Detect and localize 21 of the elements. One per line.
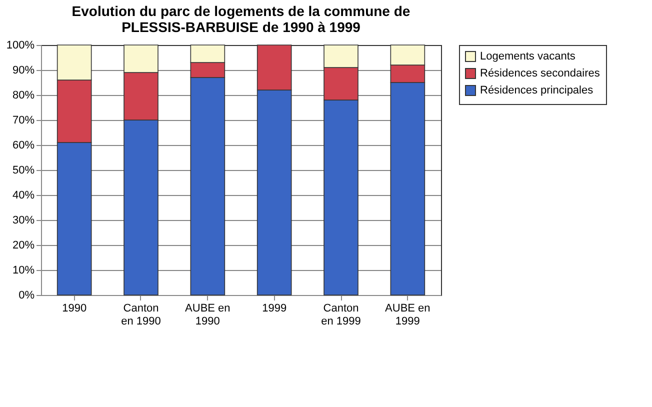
x-tick-label: 1990 bbox=[62, 302, 87, 314]
chart-title: Evolution du parc de logements de la commune de PLESSIS-BARBUISE de 1990 à 1999 bbox=[72, 3, 410, 35]
x-tick-label: AUBE en 1990 bbox=[185, 302, 230, 328]
x-tick-label: AUBE en 1999 bbox=[385, 302, 430, 328]
y-tick-label: 70% bbox=[12, 114, 35, 126]
y-tick-label: 40% bbox=[12, 190, 35, 202]
y-tick-label: 100% bbox=[6, 40, 35, 52]
x-tick-label: Canton en 1990 bbox=[121, 302, 161, 328]
y-tick-label: 0% bbox=[18, 290, 35, 302]
y-tick-label: 30% bbox=[12, 214, 35, 226]
x-tick-label: Canton en 1999 bbox=[321, 302, 361, 328]
y-tick-label: 80% bbox=[12, 90, 35, 102]
y-tick-label: 60% bbox=[12, 140, 35, 152]
x-tick-label: 1999 bbox=[262, 302, 287, 314]
legend-label: Résidences secondaires bbox=[480, 68, 600, 80]
y-tick-label: 90% bbox=[12, 64, 35, 76]
legend-label: Logements vacants bbox=[480, 50, 576, 62]
legend-label: Résidences principales bbox=[480, 84, 594, 96]
y-tick-label: 20% bbox=[12, 240, 35, 252]
y-tick-label: 10% bbox=[12, 264, 35, 276]
y-tick-label: 50% bbox=[12, 164, 35, 176]
